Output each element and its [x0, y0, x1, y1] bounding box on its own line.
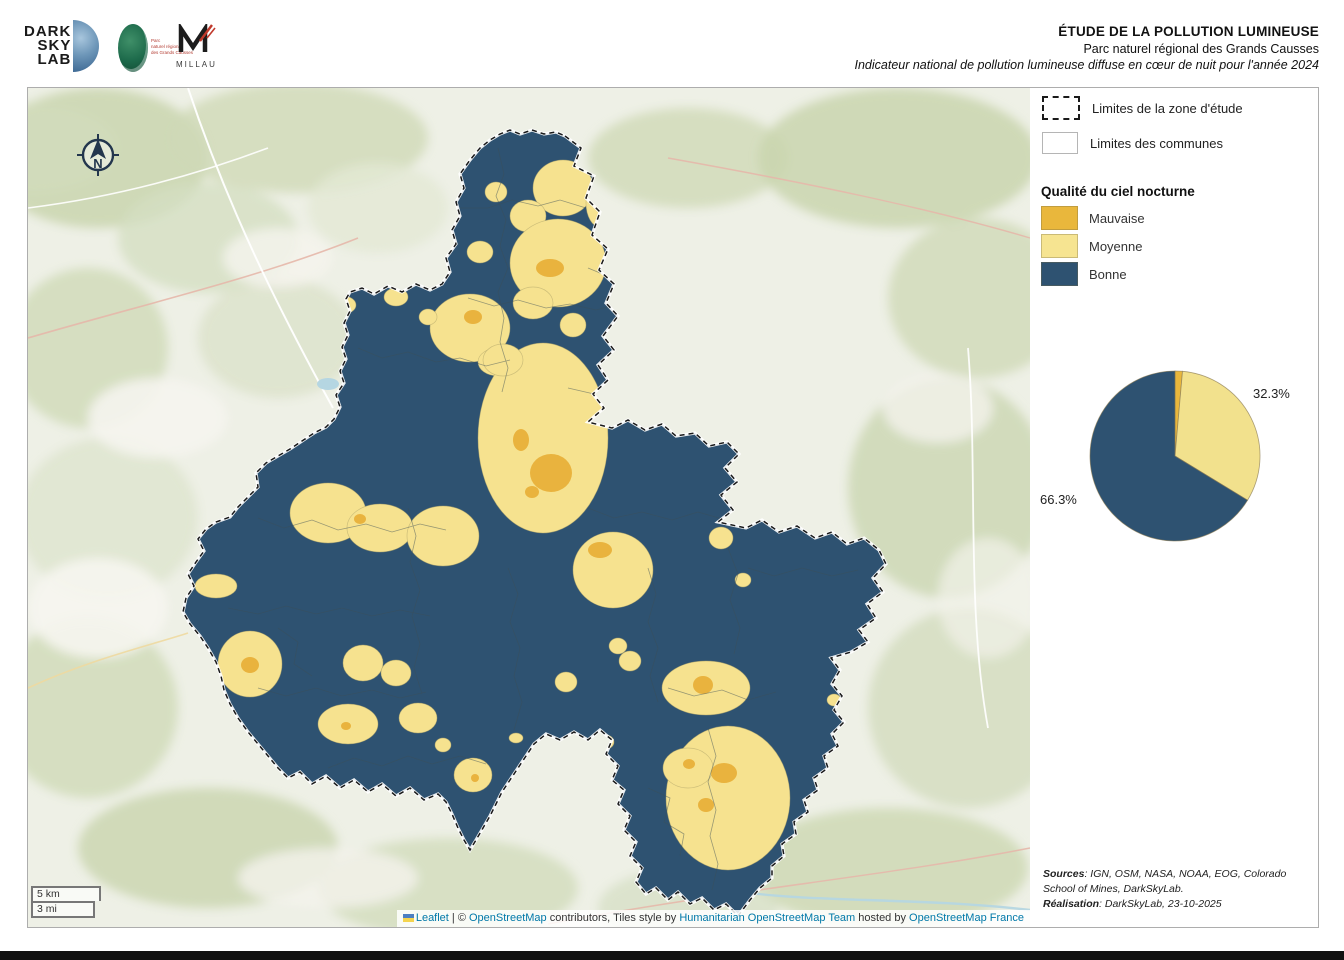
sources-line: Sources: IGN, OSM, NASA, NOAA, EOG, Colo…	[1043, 867, 1309, 897]
quality-legend-heading: Qualité du ciel nocturne	[1041, 184, 1195, 199]
sources-label: Sources	[1043, 868, 1085, 880]
darkskylab-logo-word: LAB	[37, 51, 72, 69]
page-subtitle: Parc naturel régional des Grands Causses	[1083, 42, 1319, 56]
attribution-text: hosted by	[855, 912, 910, 924]
leaflet-map[interactable]: N 5 km 3 mi Leaflet | © OpenStreetMap co…	[28, 88, 1030, 927]
leaflet-flag-icon	[402, 914, 414, 922]
millau-logo-text: MILLAU	[176, 60, 217, 69]
page-title: ÉTUDE DE LA POLLUTION LUMINEUSE	[1058, 24, 1319, 39]
legend-mauvaise: Mauvaise	[1041, 206, 1145, 230]
figure-frame: N 5 km 3 mi Leaflet | © OpenStreetMap co…	[27, 87, 1319, 928]
legend-moyenne: Moyenne	[1041, 234, 1142, 258]
north-arrow-pointer	[90, 139, 106, 159]
darkskylab-logo-word: SKY	[37, 36, 72, 54]
zone-boundary-label: Limites de la zone d'étude	[1092, 100, 1243, 116]
map-attribution: Leaflet | © OpenStreetMap contributors, …	[396, 910, 1030, 927]
darkskylab-logo: DARK SKY LAB	[24, 20, 100, 72]
pie-label-bonne: 66.3%	[1040, 492, 1077, 507]
realisation-text: : DarkSkyLab, 23-10-2025	[1099, 898, 1222, 911]
sources-block: Sources: IGN, OSM, NASA, NOAA, EOG, Colo…	[1043, 867, 1309, 913]
realisation-line: Réalisation: DarkSkyLab, 23-10-2025	[1043, 897, 1309, 912]
legend-panel: Limites de la zone d'étude Limites des c…	[1030, 88, 1318, 927]
study-area-boundary-dash	[182, 129, 887, 918]
legend-zone: Limites de la zone d'étude	[1042, 96, 1243, 120]
basemap-terrain	[28, 88, 1030, 927]
darkskylab-sphere-icon	[73, 20, 100, 72]
millau-logo: MILLAU	[176, 21, 228, 69]
sources-text: : IGN, OSM, NASA, NOAA, EOG, Colorado Sc…	[1043, 868, 1287, 896]
scale-control: 5 km 3 mi	[31, 886, 101, 918]
legend-communes: Limites des communes	[1042, 132, 1223, 154]
moyenne-zones	[194, 159, 842, 871]
north-arrow-label: N	[93, 156, 102, 171]
pie-label-moyenne: 32.3%	[1253, 386, 1290, 401]
attribution-text: contributors, Tiles style by	[546, 912, 680, 924]
park-logo-text: des Grands Causses	[151, 49, 194, 55]
communes-boundary-swatch	[1042, 132, 1078, 154]
millau-m-icon	[178, 21, 216, 52]
osm-link[interactable]: OpenStreetMap	[469, 912, 547, 924]
north-arrow: N	[77, 134, 119, 176]
moyenne-label: Moyenne	[1089, 238, 1143, 254]
communes-boundary-label: Limites des communes	[1090, 135, 1223, 151]
legend-bonne: Bonne	[1041, 262, 1127, 286]
park-logo-text: naturel régional	[151, 43, 183, 49]
zone-boundary-swatch	[1042, 96, 1080, 120]
attribution-text: | ©	[448, 912, 469, 924]
mauvaise-zones	[241, 259, 737, 812]
bonne-swatch	[1041, 262, 1078, 286]
moyenne-swatch	[1041, 234, 1078, 258]
title-block: ÉTUDE DE LA POLLUTION LUMINEUSE Parc nat…	[854, 24, 1319, 72]
page-subtitle-indicator: Indicateur national de pollution lumineu…	[854, 58, 1319, 72]
scale-km: 5 km	[31, 886, 101, 901]
pie-slice-bonne	[1089, 370, 1249, 542]
scale-mi: 3 mi	[31, 901, 95, 918]
pie-slice-moyenne	[1174, 370, 1261, 501]
mauvaise-label: Mauvaise	[1089, 210, 1145, 226]
osmfr-link[interactable]: OpenStreetMap France	[909, 912, 1024, 924]
bottom-bar	[0, 951, 1344, 960]
park-logo-text: Parc	[151, 38, 161, 43]
quality-pie-chart: 32.3% 66.3%	[1040, 370, 1290, 542]
hot-link[interactable]: Humanitarian OpenStreetMap Team	[679, 912, 856, 924]
realisation-label: Réalisation	[1043, 898, 1100, 911]
leaflet-link[interactable]: Leaflet	[415, 912, 449, 924]
mauvaise-swatch	[1041, 206, 1078, 230]
bonne-label: Bonne	[1089, 266, 1127, 282]
parc-grands-causses-logo: Parc naturel régional des Grands Causses	[118, 24, 193, 72]
map-canvas	[28, 88, 1030, 927]
darkskylab-logo-word: DARK	[24, 22, 72, 40]
page-header: DARK SKY LAB Parc naturel régional des G…	[0, 0, 1344, 87]
park-oval-icon	[118, 24, 148, 72]
